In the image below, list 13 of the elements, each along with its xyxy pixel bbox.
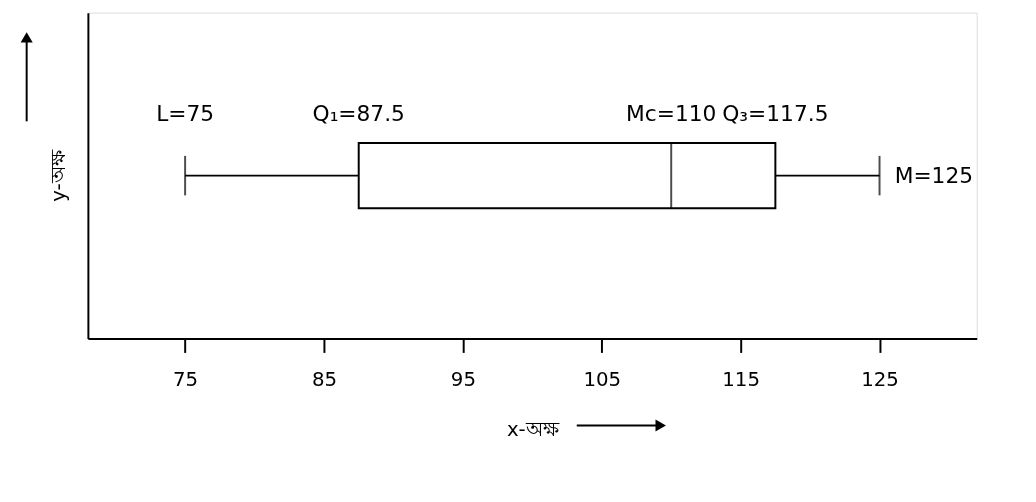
annotation: L=75 <box>156 101 215 127</box>
x-tick-label: 75 <box>173 368 199 392</box>
x-tick-label: 95 <box>450 368 476 392</box>
annotation: M=125 <box>894 162 974 188</box>
x-tick-label: 115 <box>722 368 760 392</box>
x-tick-label: 85 <box>311 368 338 392</box>
annotation: Q₃=117.5 <box>722 101 829 127</box>
x-tick-label: 105 <box>583 368 622 392</box>
annotation: Q₁=87.5 <box>312 101 405 127</box>
y-axis-title: y-অক্ষ <box>46 149 70 202</box>
annotation: Mc=110 <box>626 101 717 127</box>
x-tick-label: 125 <box>861 368 899 392</box>
x-axis-title: x-অক্ষ <box>506 417 560 441</box>
